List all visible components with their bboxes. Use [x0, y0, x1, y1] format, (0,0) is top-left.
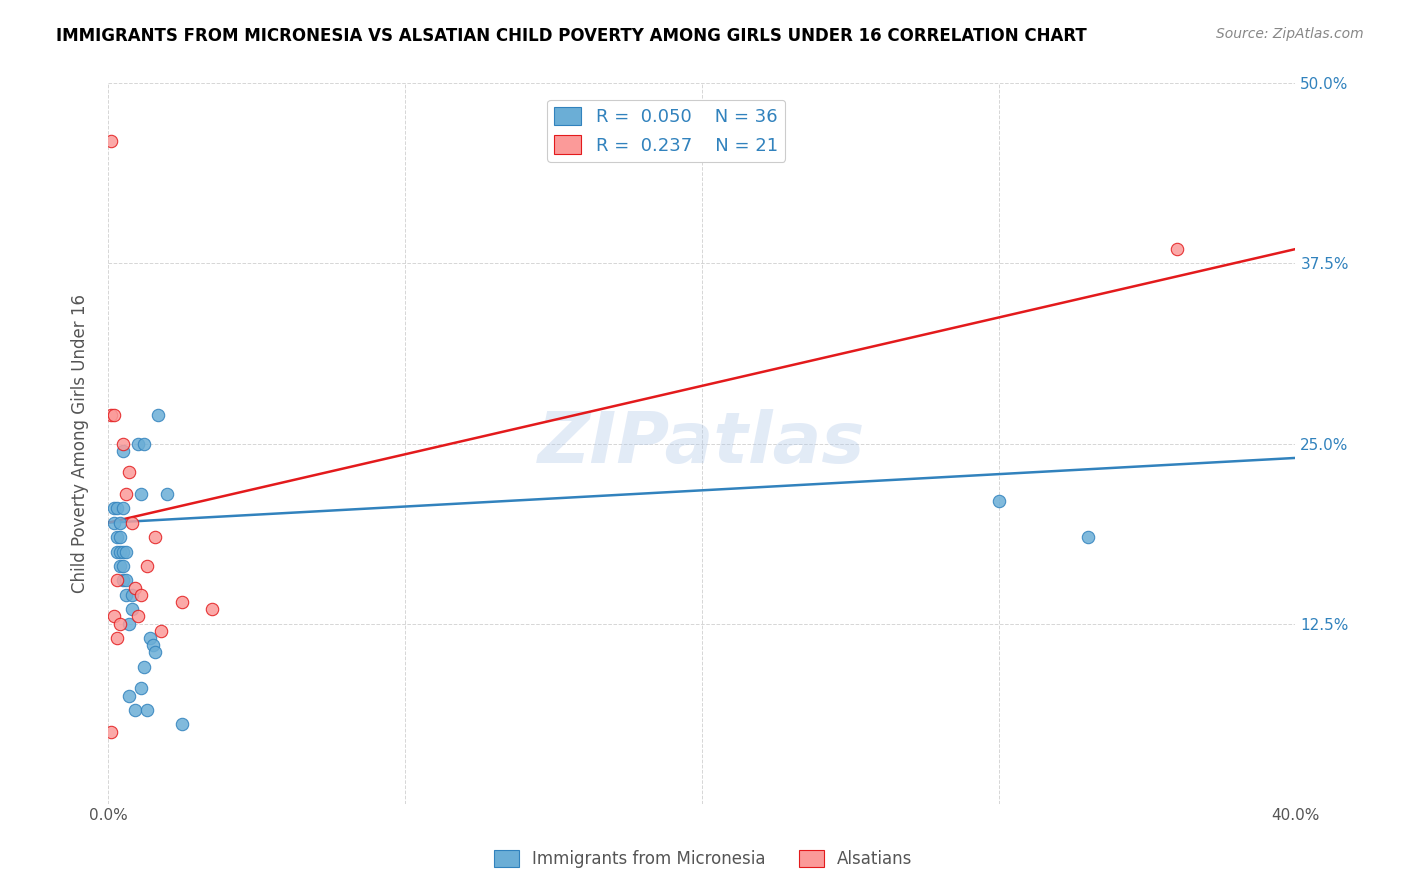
- Point: [156, 487, 179, 501]
- Point: [172, 717, 194, 731]
- Point: [108, 530, 131, 544]
- Point: [105, 631, 128, 645]
- Point: [100, 724, 122, 739]
- Point: [1077, 530, 1099, 544]
- Legend: Immigrants from Micronesia, Alsatians: Immigrants from Micronesia, Alsatians: [486, 843, 920, 875]
- Point: [103, 408, 125, 422]
- Point: [129, 681, 152, 696]
- Point: [108, 544, 131, 558]
- Legend: R =  0.050    N = 36, R =  0.237    N = 21: R = 0.050 N = 36, R = 0.237 N = 21: [547, 100, 785, 161]
- Point: [111, 574, 134, 588]
- Point: [1166, 242, 1188, 256]
- Point: [172, 595, 194, 609]
- Point: [108, 558, 131, 573]
- Point: [124, 581, 146, 595]
- Point: [114, 487, 136, 501]
- Point: [100, 408, 122, 422]
- Point: [103, 609, 125, 624]
- Point: [111, 501, 134, 516]
- Point: [100, 134, 122, 148]
- Point: [127, 436, 149, 450]
- Point: [118, 466, 141, 480]
- Point: [148, 408, 170, 422]
- Text: Source: ZipAtlas.com: Source: ZipAtlas.com: [1216, 27, 1364, 41]
- Text: IMMIGRANTS FROM MICRONESIA VS ALSATIAN CHILD POVERTY AMONG GIRLS UNDER 16 CORREL: IMMIGRANTS FROM MICRONESIA VS ALSATIAN C…: [56, 27, 1087, 45]
- Point: [114, 588, 136, 602]
- Point: [987, 494, 1010, 508]
- Point: [135, 558, 157, 573]
- Point: [127, 609, 149, 624]
- Point: [141, 638, 163, 652]
- Point: [132, 660, 155, 674]
- Point: [118, 689, 141, 703]
- Point: [114, 544, 136, 558]
- Point: [103, 501, 125, 516]
- Point: [103, 516, 125, 530]
- Point: [121, 602, 143, 616]
- Text: ZIPatlas: ZIPatlas: [538, 409, 866, 478]
- Point: [145, 645, 167, 659]
- Point: [135, 703, 157, 717]
- Point: [111, 436, 134, 450]
- Point: [114, 574, 136, 588]
- Point: [118, 616, 141, 631]
- Point: [105, 530, 128, 544]
- Point: [111, 443, 134, 458]
- Point: [138, 631, 160, 645]
- Point: [105, 544, 128, 558]
- Point: [108, 516, 131, 530]
- Point: [121, 588, 143, 602]
- Point: [201, 602, 224, 616]
- Point: [124, 703, 146, 717]
- Point: [129, 588, 152, 602]
- Point: [129, 487, 152, 501]
- Point: [111, 558, 134, 573]
- Point: [145, 530, 167, 544]
- Point: [105, 501, 128, 516]
- Point: [132, 436, 155, 450]
- Point: [105, 574, 128, 588]
- Y-axis label: Child Poverty Among Girls Under 16: Child Poverty Among Girls Under 16: [72, 294, 89, 593]
- Point: [108, 616, 131, 631]
- Point: [111, 544, 134, 558]
- Point: [121, 516, 143, 530]
- Point: [150, 624, 173, 638]
